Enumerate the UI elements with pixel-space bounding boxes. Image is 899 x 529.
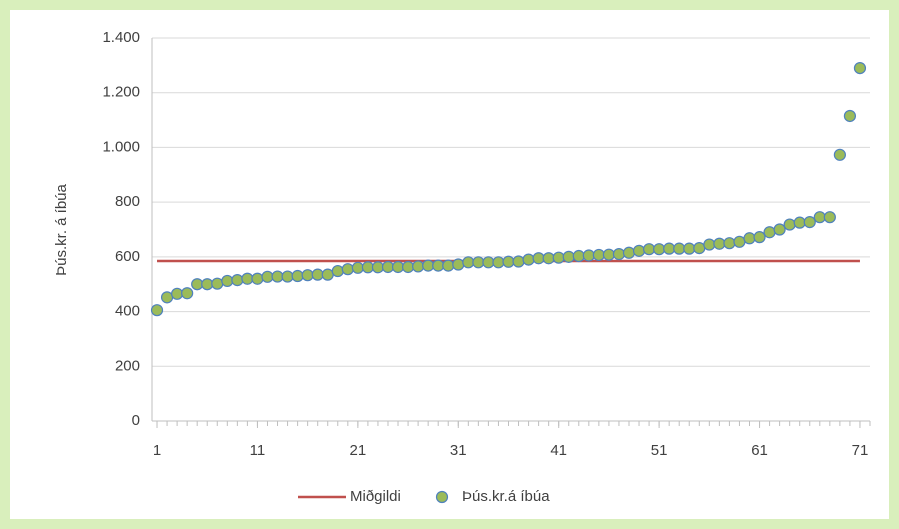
point (351, 261, 364, 274)
y-axis-label: Þús.kr. á íbúa (53, 183, 70, 275)
y-tick-label: 1.000 (102, 138, 140, 155)
point (261, 270, 274, 283)
point (301, 269, 314, 282)
point (582, 249, 595, 262)
point (442, 259, 455, 272)
y-tick-label: 800 (115, 193, 140, 210)
point (381, 260, 395, 274)
x-tick-label: 41 (550, 442, 567, 459)
point (422, 259, 435, 272)
point (653, 243, 666, 256)
point (502, 255, 515, 268)
y-tick-label: 400 (115, 303, 140, 320)
x-tick-label: 21 (350, 442, 367, 459)
point (803, 216, 816, 229)
point (683, 242, 696, 255)
x-tick-label: 31 (450, 442, 467, 459)
point (562, 250, 575, 263)
point (572, 249, 585, 263)
point (773, 223, 786, 236)
point (181, 287, 194, 300)
x-tick-label: 1 (153, 442, 161, 459)
point (733, 235, 746, 248)
x-tick-label: 71 (852, 442, 869, 459)
point (281, 270, 294, 283)
point (723, 237, 736, 250)
point (743, 232, 756, 245)
point (150, 304, 164, 317)
point (160, 291, 174, 304)
point (371, 261, 385, 274)
point (673, 242, 686, 255)
point (793, 216, 806, 229)
point (542, 252, 555, 265)
point (622, 246, 636, 259)
point (602, 248, 616, 261)
point (241, 272, 254, 285)
point (291, 269, 304, 283)
point (753, 231, 766, 244)
point (171, 287, 184, 300)
point (271, 270, 284, 283)
point (401, 260, 415, 274)
point (482, 256, 495, 269)
point (642, 243, 656, 256)
point (211, 277, 224, 290)
point (703, 238, 716, 251)
point (472, 256, 485, 269)
y-tick-label: 1.200 (102, 84, 140, 101)
point (311, 268, 324, 281)
point (693, 242, 706, 255)
point (251, 272, 264, 285)
point (201, 278, 214, 291)
point (522, 253, 535, 266)
point (452, 258, 465, 271)
point (663, 242, 676, 255)
point (341, 263, 354, 276)
point (853, 61, 867, 75)
point (713, 237, 726, 250)
y-tick-label: 200 (115, 357, 140, 374)
point (632, 244, 646, 257)
legend-label: Miðgildi (350, 488, 401, 505)
point (823, 211, 836, 224)
point (462, 256, 475, 269)
point (331, 264, 344, 278)
point (552, 251, 565, 264)
point (361, 261, 375, 274)
point (492, 256, 505, 269)
point (391, 260, 405, 274)
point (432, 259, 445, 272)
point (532, 252, 545, 265)
point (763, 226, 776, 239)
point (412, 260, 425, 273)
point (592, 248, 605, 262)
point (512, 255, 525, 268)
point (221, 274, 234, 288)
legend-swatch (435, 490, 449, 504)
x-tick-label: 51 (651, 442, 668, 459)
y-tick-label: 1.400 (102, 29, 140, 46)
legend-label: Þús.kr.á íbúa (462, 488, 550, 505)
x-tick-label: 11 (250, 442, 266, 459)
x-tick-label: 61 (751, 442, 768, 459)
point (612, 248, 626, 261)
point (321, 268, 334, 281)
point (813, 211, 826, 224)
point (843, 109, 857, 123)
point (783, 218, 796, 231)
point (231, 274, 244, 287)
y-tick-label: 600 (115, 248, 140, 265)
point (191, 278, 204, 291)
y-tick-label: 0 (132, 412, 140, 429)
point (833, 148, 846, 161)
